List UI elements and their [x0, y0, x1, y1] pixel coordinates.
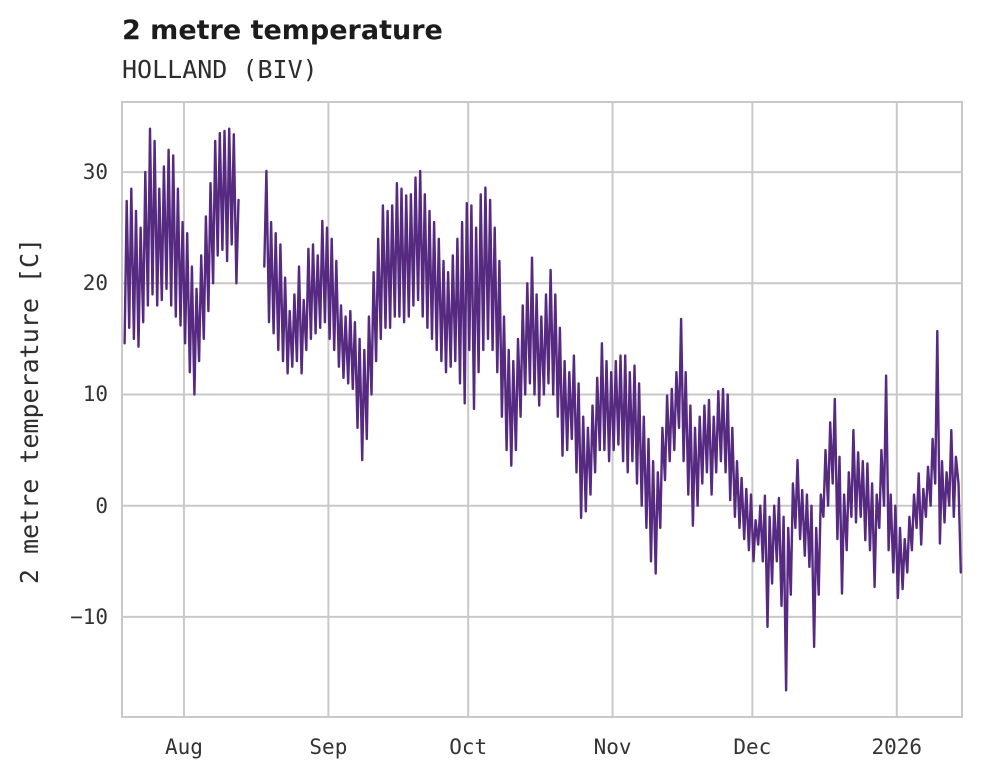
x-tick-label: 2026 — [871, 735, 923, 759]
temperature-line — [123, 127, 962, 692]
x-tick-label: Nov — [593, 735, 632, 759]
y-tick-label: 10 — [82, 382, 108, 407]
chart-subtitle: HOLLAND (BIV) — [122, 55, 318, 84]
y-tick-label: −10 — [70, 604, 108, 629]
y-tick-label: 30 — [82, 160, 108, 185]
x-tick-label: Oct — [449, 735, 488, 759]
x-tick-label: Dec — [733, 735, 772, 759]
x-tick-label: Sep — [309, 735, 348, 759]
y-tick-label: 20 — [82, 271, 108, 296]
x-tick-label: Aug — [164, 735, 203, 759]
gridlines — [122, 102, 962, 717]
chart-title: 2 metre temperature — [122, 15, 443, 46]
y-tick-label: 0 — [95, 493, 108, 518]
plot-border — [121, 101, 963, 718]
